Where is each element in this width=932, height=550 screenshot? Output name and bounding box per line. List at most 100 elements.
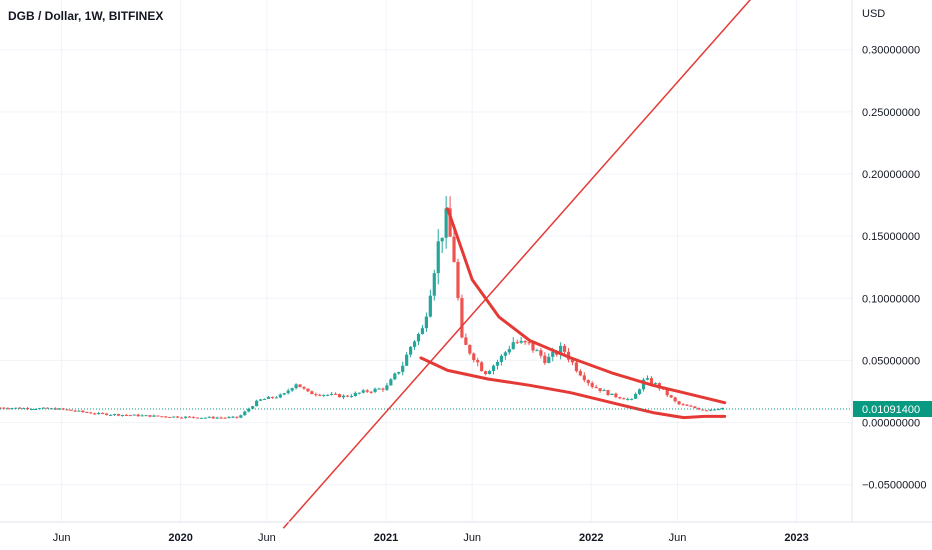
y-tick-label: 0.00000000 (862, 418, 920, 430)
y-tick-label: 0.25000000 (862, 107, 920, 119)
y-tick-label: 0.05000000 (862, 355, 920, 367)
candle-body (345, 395, 350, 397)
candle-body (637, 389, 642, 394)
candle-body (326, 394, 330, 396)
candle-body (361, 390, 365, 393)
x-tick-label: Jun (258, 532, 276, 544)
candle-body (183, 416, 188, 418)
chart-title: DGB / Dollar, 1W, BITFINEX (8, 9, 164, 23)
candle-body (258, 399, 263, 401)
candle-body (266, 396, 271, 399)
candle-body (14, 407, 18, 409)
candle-body (649, 378, 654, 385)
trend-line[interactable] (282, 0, 755, 529)
time-axis[interactable]: Jun 2020 Jun 2021 Jun 2022 Jun 2023 (53, 532, 809, 544)
candle-body (709, 409, 713, 411)
y-tick-label: −0.05000000 (862, 480, 927, 492)
candle-body (681, 404, 685, 406)
candle-body (85, 411, 89, 413)
candle-body (29, 409, 34, 411)
candle-body (539, 350, 543, 356)
candle-body (369, 391, 373, 393)
candle-body (574, 362, 579, 372)
candle-body (416, 333, 421, 342)
candle-body (211, 416, 215, 419)
candle-body (551, 351, 555, 357)
candle-body (480, 362, 484, 372)
y-tick-label: 0.20000000 (862, 169, 920, 181)
candle-body (460, 298, 464, 338)
candle-body (116, 414, 121, 416)
candle-body (270, 396, 275, 398)
candle-body (132, 414, 136, 416)
candle-body (164, 416, 168, 418)
candle-body (409, 346, 413, 355)
candle-body (140, 415, 144, 417)
candle-body (491, 365, 496, 372)
x-tick-label: Jun (669, 532, 687, 544)
candle-body (641, 379, 646, 390)
candle-body (199, 417, 203, 419)
candle-body (495, 361, 500, 366)
candle-body (586, 380, 590, 384)
candle-body (191, 416, 196, 418)
candle-body (562, 345, 567, 352)
upper-wedge-curve[interactable] (446, 207, 727, 405)
candle-body (223, 417, 227, 419)
candle-body (172, 416, 176, 418)
candle-body (720, 407, 725, 410)
candle-body (349, 396, 353, 398)
candle-body (318, 394, 322, 396)
candlesticks (0, 196, 725, 420)
candle-body (697, 408, 701, 410)
candle-body (713, 409, 717, 411)
candle-body (120, 414, 124, 416)
last-price-label: 0.01091400 (862, 404, 920, 416)
candle-body (487, 371, 492, 375)
candle-body (432, 273, 436, 296)
lower-wedge-curve[interactable] (419, 356, 727, 420)
candle-body (436, 241, 440, 274)
y-tick-label: 0.10000000 (862, 293, 920, 305)
candle-body (10, 408, 14, 410)
x-tick-label: Jun (53, 532, 71, 544)
candle-body (89, 412, 93, 414)
candle-body (152, 415, 156, 417)
candle-body (341, 395, 346, 398)
candle-body (73, 410, 77, 412)
candle-body (677, 401, 681, 405)
candle-body (314, 394, 318, 396)
candle-body (97, 413, 101, 415)
candle-body (53, 408, 57, 410)
trend-drawings (282, 0, 755, 529)
candle-body (547, 356, 551, 363)
candle-body (669, 395, 673, 398)
x-tick-label: 2021 (374, 532, 398, 544)
candle-body (626, 398, 630, 400)
candle-body (377, 388, 381, 390)
candle-body (18, 407, 22, 409)
candle-body (207, 416, 211, 418)
candle-body (108, 414, 113, 416)
candle-body (598, 388, 602, 392)
x-tick-label: Jun (463, 532, 481, 544)
candle-body (527, 342, 531, 344)
candle-body (81, 410, 85, 412)
candle-body (570, 359, 575, 363)
candle-body (614, 393, 618, 398)
candle-body (255, 400, 259, 407)
candle-body (176, 416, 180, 418)
candle-body (148, 415, 152, 417)
candle-body (610, 393, 614, 396)
candle-body (6, 408, 10, 410)
candle-body (405, 354, 409, 366)
candle-body (101, 413, 105, 415)
candle-body (705, 410, 709, 412)
candle-body (401, 365, 405, 372)
candle-body (444, 208, 448, 238)
candle-body (282, 393, 286, 395)
x-tick-label: 2020 (168, 532, 192, 544)
price-axis[interactable]: 0.30000000 0.25000000 0.20000000 0.15000000… (862, 45, 927, 492)
candle-body (397, 371, 401, 374)
